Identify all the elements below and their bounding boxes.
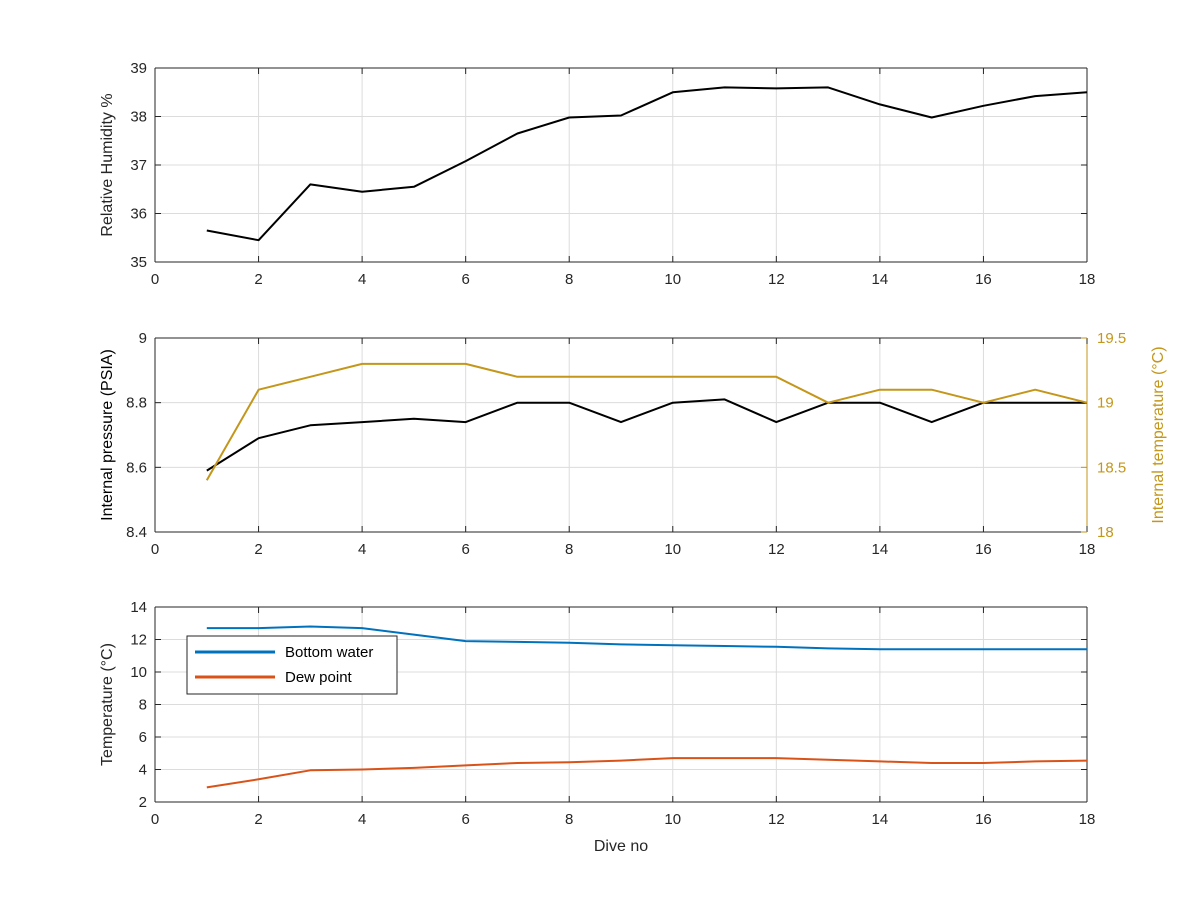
plot-area	[155, 338, 1087, 532]
x-tick-label: 0	[151, 541, 159, 558]
x-tick-label: 4	[358, 271, 366, 288]
x-tick-label: 10	[664, 271, 681, 288]
x-axis-label: Dive no	[594, 838, 648, 855]
subplot-2: 0 2 4 6 8 10 12 14 16 18 8.4 8.6 8.8 9 18 18.5 19 19.5 Int…	[99, 330, 1167, 558]
x-tick-label: 18	[1079, 541, 1096, 558]
x-tick-label: 8	[565, 811, 573, 828]
y-tick-label: 37	[130, 157, 147, 174]
x-tick-label: 10	[664, 541, 681, 558]
y-tick-label: 10	[130, 664, 147, 681]
x-tick-label: 10	[664, 811, 681, 828]
x-tick-label: 0	[151, 811, 159, 828]
x-tick-label: 16	[975, 541, 992, 558]
y-tick-label: 9	[139, 330, 147, 347]
legend-label: Bottom water	[285, 644, 373, 661]
x-tick-label: 16	[975, 811, 992, 828]
series-line-dew-point	[206, 757, 1088, 789]
y-tick-label: 14	[130, 599, 147, 616]
legend: Bottom water Dew point	[186, 635, 398, 695]
x-tick-label: 18	[1079, 811, 1096, 828]
x-tick-label: 14	[872, 271, 889, 288]
y-axis-label: Temperature (°C)	[99, 643, 116, 766]
x-tick-label: 6	[461, 541, 469, 558]
x-tick-label: 14	[872, 541, 889, 558]
x-tick-label: 16	[975, 271, 992, 288]
y-tick-label: 35	[130, 254, 147, 271]
x-tick-label: 2	[254, 541, 262, 558]
x-tick-label: 14	[872, 811, 889, 828]
y-tick-label-right: 19	[1097, 395, 1114, 412]
x-tick-label: 8	[565, 271, 573, 288]
y-tick-label: 8	[139, 697, 147, 714]
y-tick-label: 39	[130, 60, 147, 77]
x-tick-label: 12	[768, 271, 785, 288]
x-tick-label: 2	[254, 811, 262, 828]
x-tick-label: 2	[254, 271, 262, 288]
y-tick-label-right: 18	[1097, 524, 1114, 541]
y-tick-label: 36	[130, 206, 147, 223]
y-tick-label: 8.4	[126, 524, 147, 541]
y-axis-label-right: Internal temperature (°C)	[1150, 346, 1167, 523]
x-tick-label: 4	[358, 541, 366, 558]
y-axis-label: Relative Humidity %	[99, 93, 116, 236]
y-tick-label: 2	[139, 794, 147, 811]
subplot-1: 0 2 4 6 8 10 12 14 16 18 35 36 37 38 39 Relative Humidi…	[99, 60, 1095, 288]
y-tick-label-right: 19.5	[1097, 330, 1126, 347]
y-tick-label: 12	[130, 632, 147, 649]
legend-label: Dew point	[285, 669, 353, 686]
y-tick-label: 4	[139, 762, 147, 779]
legend-box	[186, 635, 398, 695]
series-line-1	[206, 398, 1087, 472]
y-tick-label: 8.6	[126, 459, 147, 476]
x-tick-label: 12	[768, 811, 785, 828]
series-line-1	[206, 86, 1088, 242]
series-line-bottom-water	[206, 625, 1087, 651]
y-tick-label: 38	[130, 109, 147, 126]
x-tick-label: 0	[151, 271, 159, 288]
x-tick-label: 6	[461, 271, 469, 288]
y-tick-label: 6	[139, 729, 147, 746]
x-tick-label: 18	[1079, 271, 1096, 288]
y-tick-label: 8.8	[126, 395, 147, 412]
x-tick-label: 4	[358, 811, 366, 828]
x-tick-label: 6	[461, 811, 469, 828]
y-axis-label: Internal pressure (PSIA)	[99, 349, 116, 521]
x-tick-label: 12	[768, 541, 785, 558]
x-tick-label: 8	[565, 541, 573, 558]
series-line-2	[205, 362, 1088, 481]
y-tick-label-right: 18.5	[1097, 459, 1126, 476]
